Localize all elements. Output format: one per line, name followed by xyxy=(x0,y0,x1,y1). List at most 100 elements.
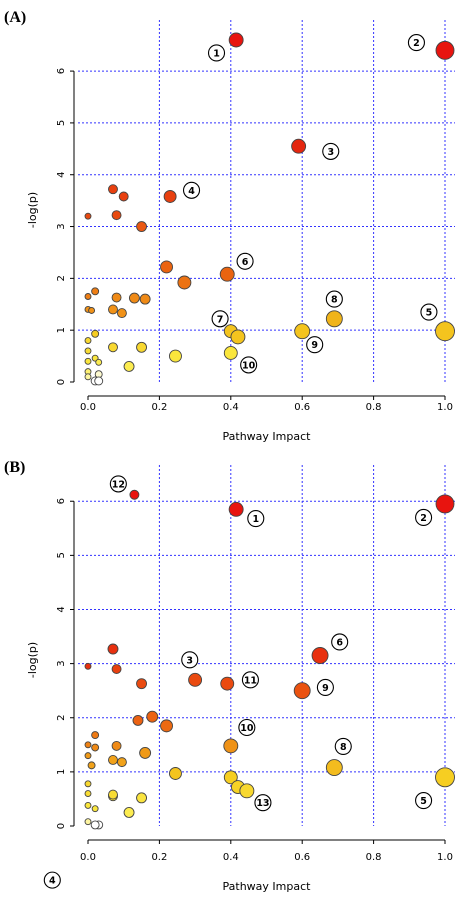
x-tick-label: 0.8 xyxy=(366,402,382,413)
data-point xyxy=(239,783,255,799)
data-point xyxy=(84,780,92,788)
x-tick-label: 1.0 xyxy=(437,402,453,413)
annotation-circle xyxy=(415,508,433,527)
annotation-circle xyxy=(254,794,272,812)
data-point xyxy=(84,337,92,344)
y-tick-label: 1 xyxy=(56,769,67,775)
data-point xyxy=(107,643,119,655)
annotation-label: 3 xyxy=(186,655,193,666)
data-point xyxy=(84,801,92,809)
annotation-label: 2 xyxy=(420,513,427,524)
data-point xyxy=(139,746,152,759)
x-tick-label: 0.4 xyxy=(223,402,239,413)
data-point xyxy=(84,347,92,355)
x-axis-title: Pathway Impact xyxy=(223,880,312,893)
annotation-label: 4 xyxy=(188,186,195,197)
data-point xyxy=(136,221,148,232)
data-point xyxy=(169,349,182,363)
y-tick-label: 1 xyxy=(56,327,67,333)
annotation-circle xyxy=(331,633,349,651)
data-point xyxy=(291,138,307,154)
data-point xyxy=(220,676,235,691)
annotation-circle xyxy=(420,303,438,321)
data-point xyxy=(88,307,96,314)
data-point xyxy=(111,210,122,221)
data-point xyxy=(223,770,238,785)
annotation-label: 10 xyxy=(240,723,254,734)
annotation-label: 9 xyxy=(311,340,318,351)
annotation-label: 6 xyxy=(242,257,249,268)
data-point xyxy=(84,790,92,797)
data-point xyxy=(169,767,182,780)
y-axis-title: -log(p) xyxy=(26,642,39,678)
y-tick-label: 3 xyxy=(56,660,67,666)
data-point xyxy=(223,346,238,360)
annotation-circle xyxy=(236,252,254,270)
annotation-circle xyxy=(238,718,256,737)
annotation-circle xyxy=(415,792,433,810)
annotation-circle xyxy=(182,181,201,199)
annotation-label: 2 xyxy=(413,38,420,49)
data-point xyxy=(116,757,127,768)
annotation-circle xyxy=(306,336,324,354)
data-point xyxy=(228,32,244,48)
chart-panel-a: (A) 0 1 2 3 4 5 6 0.0 0.2 0.4 0.6 0.8 1.0 Pathway Impa… xyxy=(4,9,455,443)
data-point xyxy=(91,743,100,752)
data-point xyxy=(136,792,148,804)
data-point xyxy=(129,489,140,500)
data-point xyxy=(91,805,99,813)
data-point xyxy=(223,738,239,754)
annotation-circle xyxy=(43,871,61,889)
data-point xyxy=(84,818,92,826)
data-point xyxy=(160,260,173,274)
annotation-circle xyxy=(109,475,127,493)
data-point xyxy=(84,752,92,760)
data-point xyxy=(435,494,455,514)
data-point xyxy=(230,329,246,345)
data-point xyxy=(139,293,151,305)
x-tick-label: 0.2 xyxy=(151,402,167,413)
annotation-label: 6 xyxy=(336,637,343,648)
panel-label: (B) xyxy=(4,459,25,476)
data-point xyxy=(163,190,177,203)
x-tick-label: 0.2 xyxy=(151,852,167,863)
y-tick-label: 2 xyxy=(56,275,67,281)
data-point xyxy=(118,191,129,202)
data-point xyxy=(84,357,92,365)
y-tick-label: 4 xyxy=(56,172,67,178)
data-point xyxy=(108,789,118,800)
data-point xyxy=(108,304,118,315)
data-point xyxy=(123,361,135,372)
y-tick-label: 6 xyxy=(56,68,67,74)
annotation-label: 10 xyxy=(242,360,256,371)
annotation-label: 1 xyxy=(252,514,259,525)
data-point xyxy=(128,292,140,304)
data-point xyxy=(84,741,92,749)
annotation-circle xyxy=(322,142,340,160)
data-point xyxy=(108,342,118,353)
data-point xyxy=(111,292,122,303)
data-point xyxy=(219,266,235,282)
annotation-label: 12 xyxy=(112,479,125,490)
y-tick-label: 0 xyxy=(56,379,67,385)
data-point xyxy=(91,287,100,296)
data-point xyxy=(90,820,100,830)
data-point xyxy=(116,308,127,319)
data-point xyxy=(325,310,343,328)
panel-label: (A) xyxy=(4,9,26,26)
data-point xyxy=(95,358,103,366)
data-point xyxy=(294,323,311,340)
data-point xyxy=(325,759,343,776)
annotation-label: 11 xyxy=(244,675,257,686)
x-tick-label: 0.8 xyxy=(366,852,382,863)
annotation-circle xyxy=(207,44,226,62)
annotation-label: 7 xyxy=(217,314,224,325)
annotation-label: 8 xyxy=(331,295,338,306)
y-tick-label: 5 xyxy=(56,120,67,126)
data-point xyxy=(228,501,244,517)
data-point xyxy=(146,710,159,723)
data-point xyxy=(435,40,455,60)
annotation-circle xyxy=(316,678,334,696)
